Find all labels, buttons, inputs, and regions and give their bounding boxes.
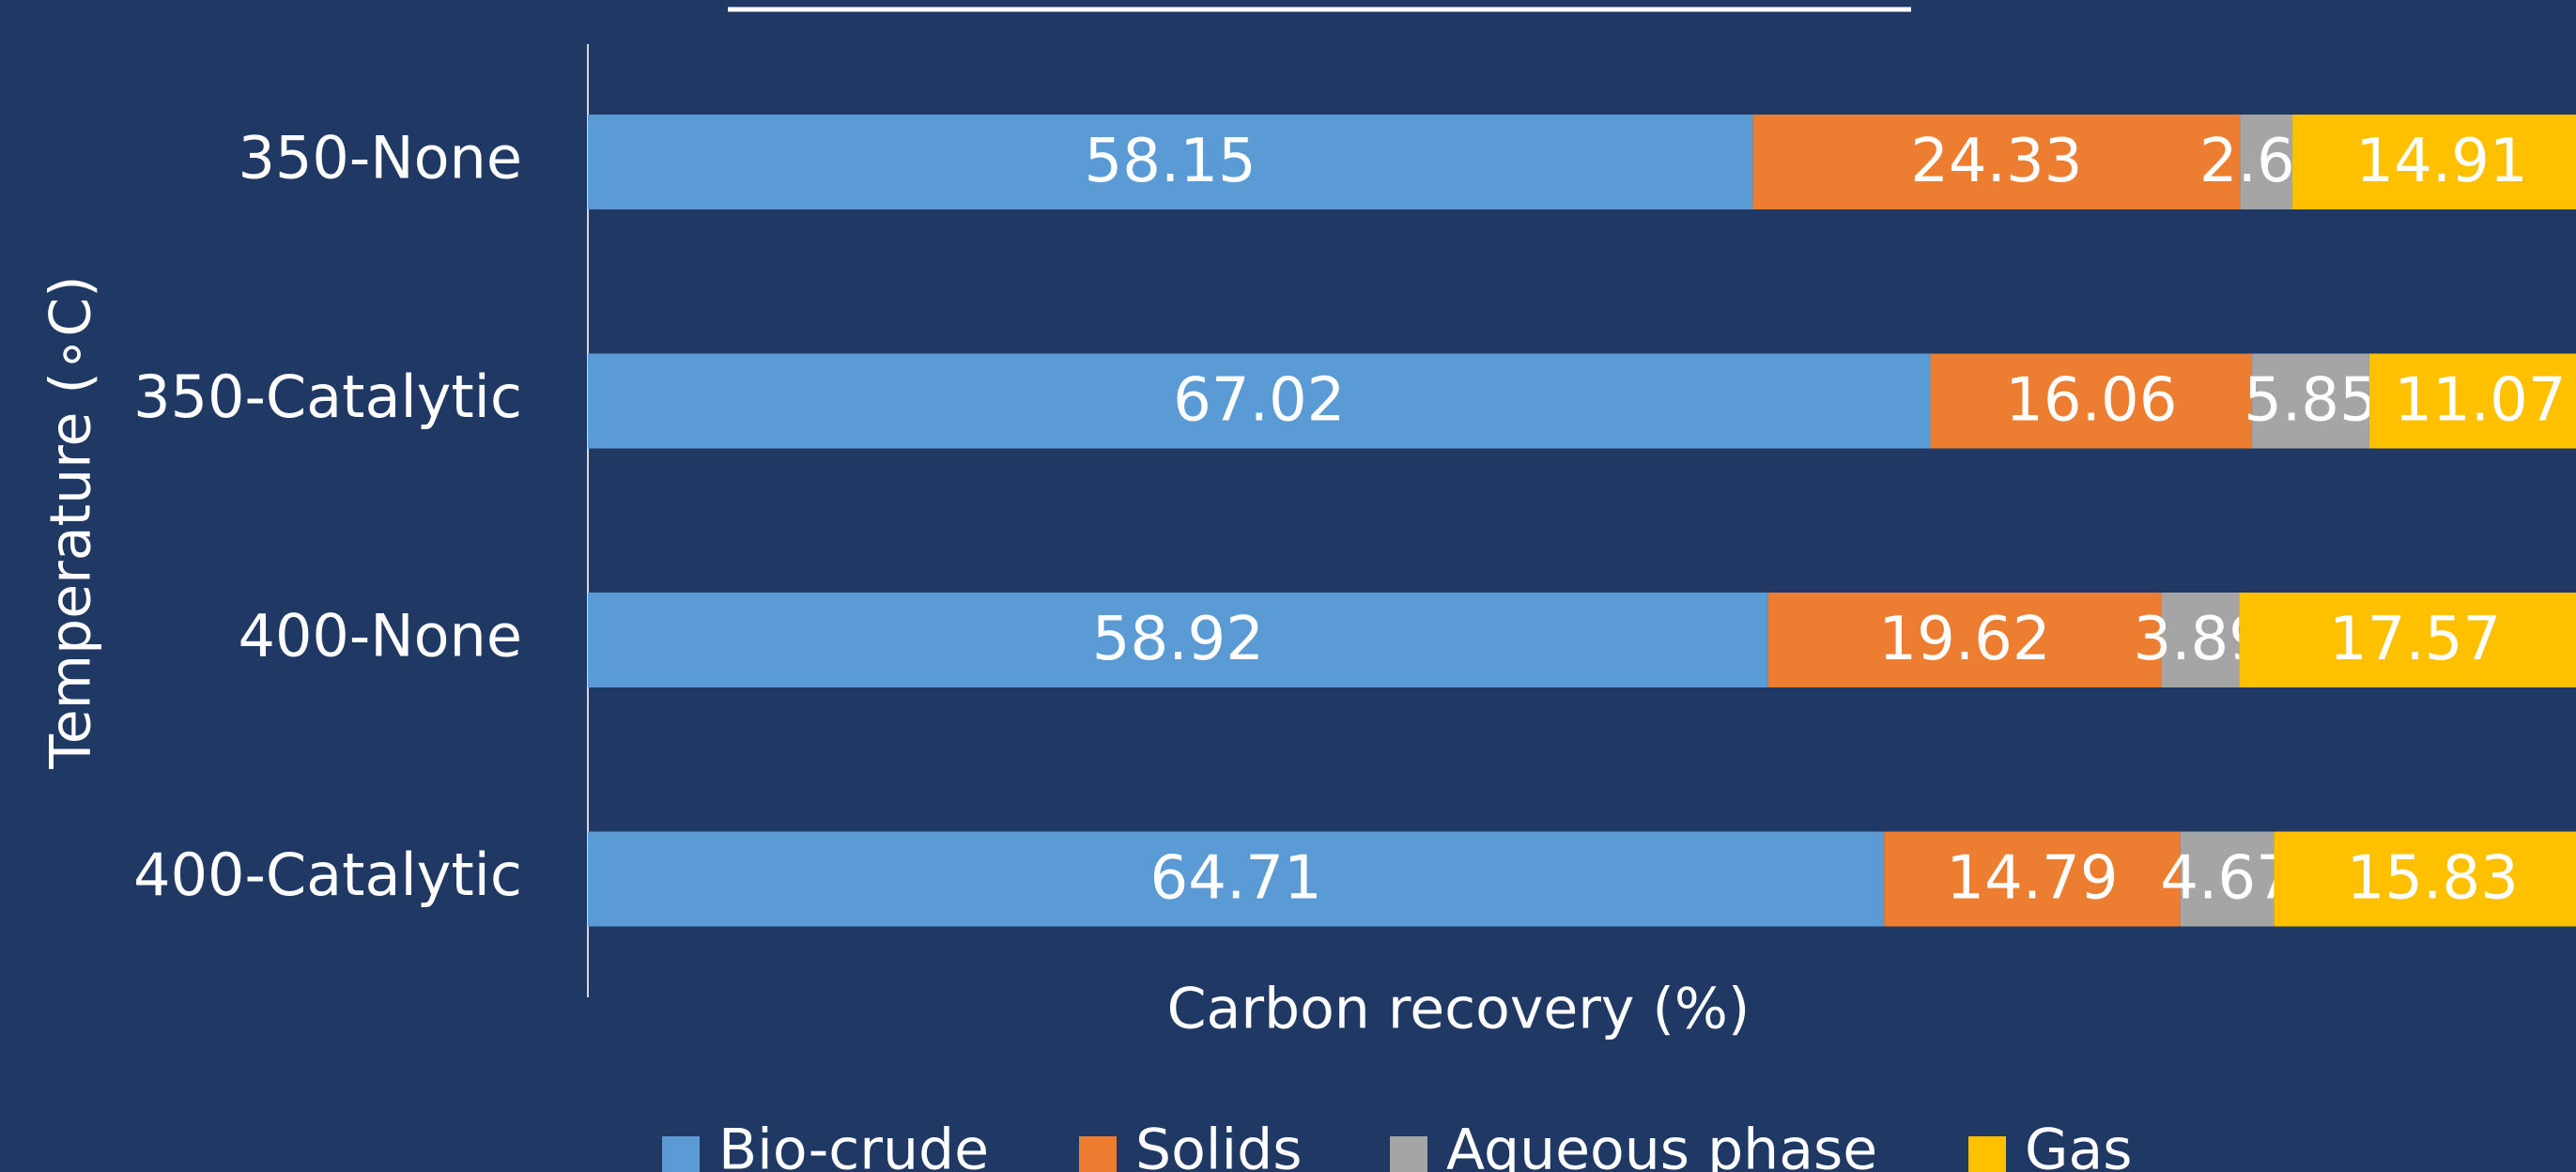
legend-label: Aqueous phase — [1446, 1118, 1877, 1172]
y-tick-label: 400-None — [239, 602, 522, 671]
data-label: 14.91 — [2355, 127, 2527, 196]
data-label: 15.83 — [2347, 844, 2519, 914]
y-tick-label: 350-None — [239, 124, 522, 193]
bar-segment — [588, 593, 1768, 687]
legend-label: Gas — [2025, 1118, 2133, 1172]
bar-segment — [1752, 115, 2241, 209]
y-tick-label: 400-Catalytic — [133, 840, 522, 909]
data-label: 64.71 — [1150, 844, 1322, 914]
legend-label: Bio-crude — [718, 1118, 989, 1172]
x-axis-label: Carbon recovery (%) — [1167, 977, 1751, 1042]
bar-segment — [1767, 593, 2162, 687]
bar-segment — [2180, 831, 2275, 927]
y-tick-label: 350-Catalytic — [133, 362, 522, 431]
bar-segment — [2240, 115, 2292, 209]
data-label: 16.06 — [2005, 366, 2177, 436]
data-label: 24.33 — [1910, 127, 2082, 196]
data-label: 11.07 — [2394, 366, 2566, 436]
bar-segment — [1884, 831, 2181, 927]
bar-segment — [2368, 353, 2576, 449]
data-label: 14.79 — [1946, 844, 2118, 914]
legend-swatch — [1968, 1136, 2006, 1172]
bar-segment — [2161, 593, 2240, 687]
legend-label: Solids — [1135, 1118, 1302, 1172]
bar-segment — [2239, 593, 2576, 687]
bar-segment — [588, 353, 1931, 449]
bar-segment — [1930, 353, 2253, 449]
bar-segment — [588, 831, 1885, 927]
data-label: 19.62 — [1878, 605, 2050, 674]
bar-segment — [588, 115, 1753, 209]
legend-swatch — [1390, 1136, 1427, 1172]
y-axis-label: Temperature (∘C) — [39, 275, 104, 769]
bar-segment — [2291, 115, 2576, 209]
data-label: 58.92 — [1092, 605, 1264, 674]
bar-segment — [2274, 831, 2576, 927]
data-label: 5.85 — [2244, 366, 2378, 436]
legend-swatch — [1079, 1136, 1117, 1172]
data-label: 58.15 — [1085, 127, 1257, 196]
data-label: 4.67 — [2160, 844, 2294, 914]
legend-swatch — [662, 1136, 700, 1172]
bar-segment — [2252, 353, 2369, 449]
data-label: 67.02 — [1173, 366, 1345, 436]
data-label: 17.57 — [2329, 605, 2501, 674]
